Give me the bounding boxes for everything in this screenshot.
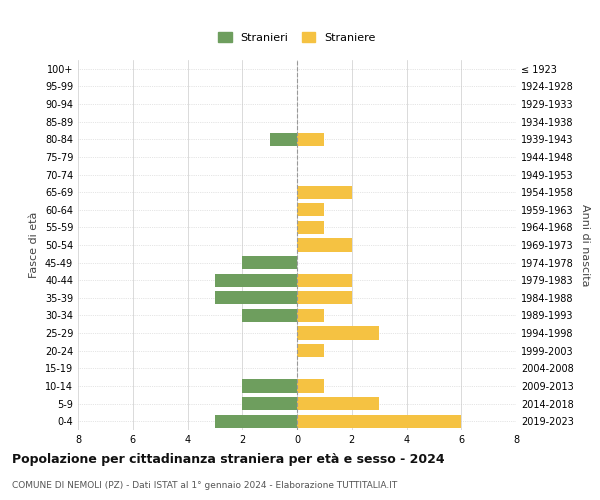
- Bar: [297, 238, 352, 252]
- Bar: [297, 132, 325, 146]
- Bar: [215, 274, 297, 287]
- Bar: [297, 380, 325, 392]
- Bar: [297, 344, 325, 358]
- Bar: [297, 326, 379, 340]
- Bar: [215, 291, 297, 304]
- Bar: [269, 132, 297, 146]
- Bar: [297, 291, 352, 304]
- Bar: [297, 186, 352, 198]
- Bar: [215, 414, 297, 428]
- Bar: [297, 414, 461, 428]
- Legend: Stranieri, Straniere: Stranieri, Straniere: [215, 28, 379, 46]
- Bar: [242, 256, 297, 269]
- Text: COMUNE DI NEMOLI (PZ) - Dati ISTAT al 1° gennaio 2024 - Elaborazione TUTTITALIA.: COMUNE DI NEMOLI (PZ) - Dati ISTAT al 1°…: [12, 481, 397, 490]
- Bar: [242, 397, 297, 410]
- Bar: [242, 309, 297, 322]
- Bar: [242, 380, 297, 392]
- Bar: [297, 309, 325, 322]
- Y-axis label: Anni di nascita: Anni di nascita: [580, 204, 590, 286]
- Bar: [297, 221, 325, 234]
- Text: Popolazione per cittadinanza straniera per età e sesso - 2024: Popolazione per cittadinanza straniera p…: [12, 452, 445, 466]
- Bar: [297, 203, 325, 216]
- Bar: [297, 274, 352, 287]
- Y-axis label: Fasce di età: Fasce di età: [29, 212, 39, 278]
- Bar: [297, 397, 379, 410]
